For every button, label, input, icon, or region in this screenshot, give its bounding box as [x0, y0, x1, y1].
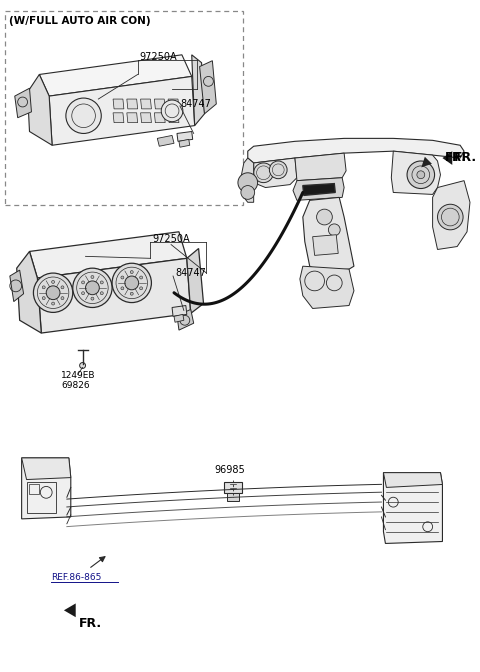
Polygon shape [155, 113, 165, 123]
Polygon shape [432, 181, 470, 249]
Polygon shape [113, 113, 124, 123]
Polygon shape [168, 99, 179, 109]
Circle shape [34, 273, 73, 312]
Polygon shape [179, 139, 190, 147]
Polygon shape [312, 235, 338, 255]
Polygon shape [10, 270, 24, 302]
Text: 1249EB: 1249EB [61, 372, 96, 380]
Circle shape [91, 276, 94, 278]
Polygon shape [187, 249, 204, 313]
Text: 97250A: 97250A [140, 52, 177, 62]
Text: 69826: 69826 [61, 381, 90, 390]
Polygon shape [293, 177, 344, 200]
Circle shape [82, 292, 84, 295]
Circle shape [328, 224, 340, 236]
Polygon shape [300, 266, 354, 308]
Circle shape [161, 100, 183, 122]
Polygon shape [172, 306, 187, 317]
Polygon shape [113, 99, 124, 109]
Polygon shape [384, 472, 443, 544]
Circle shape [73, 268, 112, 308]
Circle shape [238, 173, 258, 192]
Polygon shape [22, 458, 71, 480]
Circle shape [269, 161, 287, 179]
Circle shape [66, 98, 101, 134]
Circle shape [121, 276, 124, 279]
Polygon shape [27, 75, 52, 145]
Circle shape [80, 363, 85, 368]
Circle shape [52, 280, 55, 284]
Polygon shape [295, 153, 346, 181]
Circle shape [42, 286, 45, 289]
Circle shape [85, 281, 99, 295]
Circle shape [100, 281, 103, 284]
Circle shape [317, 209, 332, 225]
Circle shape [417, 171, 425, 179]
Polygon shape [15, 88, 32, 118]
Circle shape [112, 263, 151, 302]
Text: FR.: FR. [444, 151, 467, 164]
Polygon shape [168, 113, 179, 123]
Polygon shape [127, 99, 138, 109]
Bar [29, 485, 39, 495]
Polygon shape [248, 138, 464, 163]
Polygon shape [303, 198, 354, 271]
Text: 97250A: 97250A [152, 234, 190, 244]
Polygon shape [127, 113, 138, 123]
Polygon shape [303, 183, 335, 196]
Circle shape [438, 204, 463, 230]
Polygon shape [253, 158, 297, 187]
Polygon shape [443, 151, 452, 165]
Circle shape [42, 296, 45, 300]
Circle shape [241, 185, 255, 200]
Circle shape [407, 161, 434, 189]
Polygon shape [141, 113, 151, 123]
Bar [26, 482, 56, 513]
Text: 84747: 84747 [180, 99, 211, 109]
Polygon shape [64, 603, 76, 617]
Polygon shape [177, 132, 192, 141]
Circle shape [125, 276, 139, 290]
Polygon shape [39, 55, 192, 96]
Text: 84747: 84747 [175, 268, 206, 278]
Polygon shape [37, 258, 191, 333]
Bar [5, 11, 243, 205]
Circle shape [130, 292, 133, 295]
Polygon shape [200, 60, 216, 114]
Polygon shape [17, 251, 41, 333]
Polygon shape [155, 99, 165, 109]
Polygon shape [177, 309, 194, 330]
Polygon shape [384, 472, 443, 487]
Circle shape [121, 287, 124, 290]
Polygon shape [29, 232, 187, 278]
Polygon shape [241, 158, 253, 202]
Circle shape [82, 281, 84, 284]
Text: 96985: 96985 [215, 465, 245, 475]
Circle shape [61, 296, 64, 300]
Circle shape [100, 292, 103, 295]
Circle shape [52, 302, 55, 305]
Circle shape [130, 271, 133, 274]
Circle shape [46, 286, 60, 300]
Text: FR.: FR. [454, 151, 478, 164]
Text: FR.: FR. [79, 617, 102, 630]
Polygon shape [174, 314, 184, 323]
Polygon shape [22, 458, 71, 519]
Circle shape [253, 163, 273, 183]
Polygon shape [224, 482, 242, 493]
Circle shape [61, 286, 64, 289]
Polygon shape [141, 99, 151, 109]
Circle shape [91, 297, 94, 300]
Circle shape [140, 276, 143, 279]
Polygon shape [227, 493, 239, 501]
Polygon shape [192, 55, 204, 126]
Text: REF.86-865: REF.86-865 [51, 573, 101, 582]
Polygon shape [157, 136, 174, 146]
Circle shape [140, 287, 143, 290]
Polygon shape [391, 151, 441, 194]
Text: (W/FULL AUTO AIR CON): (W/FULL AUTO AIR CON) [9, 16, 150, 26]
Polygon shape [49, 77, 195, 145]
